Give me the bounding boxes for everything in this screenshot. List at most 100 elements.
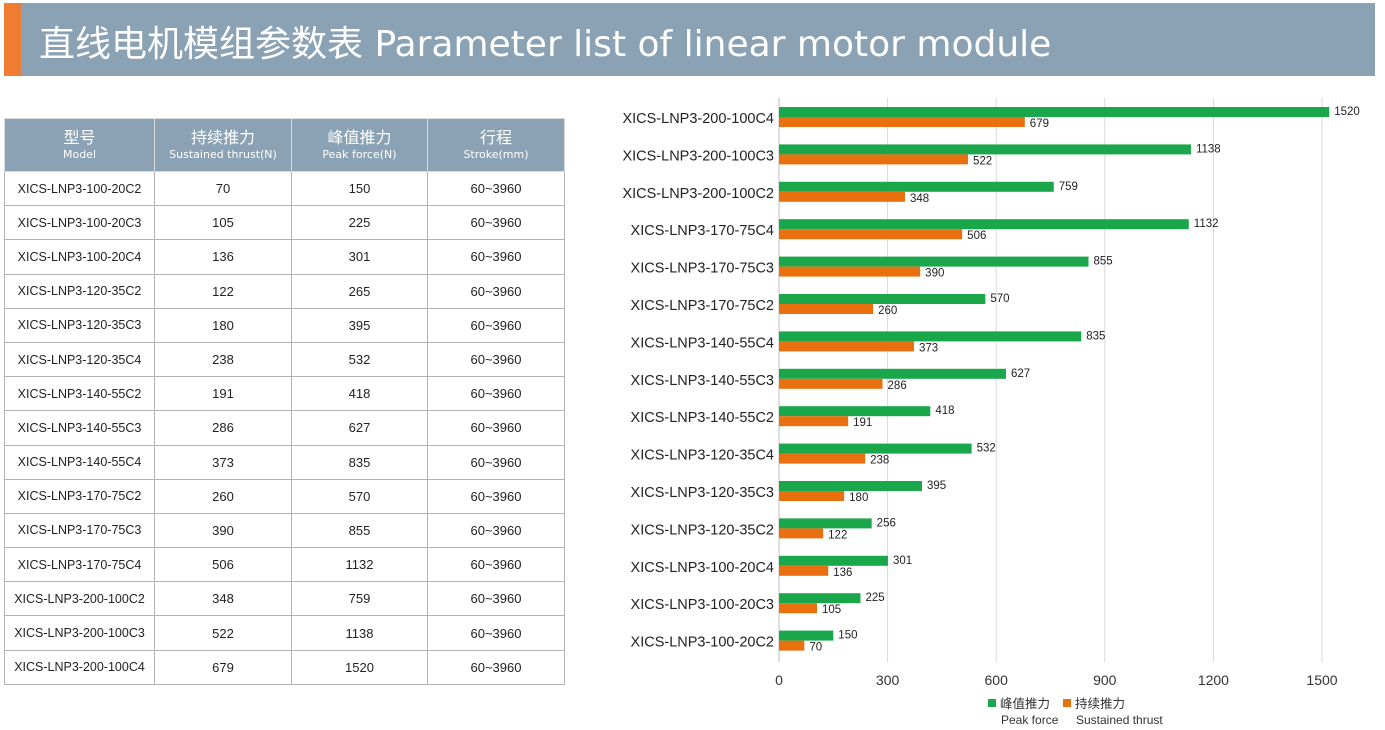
bar-sustained bbox=[779, 378, 883, 389]
header-sustained: 持续推力 Sustained thrust(N) bbox=[154, 118, 292, 172]
bar-sustained bbox=[779, 229, 963, 240]
header-model-en: Model bbox=[62, 148, 97, 161]
category-label: XICS-LNP3-140-55C4 bbox=[631, 335, 774, 351]
cell-sustained: 522 bbox=[154, 615, 292, 651]
cell-peak: 835 bbox=[291, 444, 428, 480]
cell-model: XICS-LNP3-100-20C3 bbox=[4, 205, 155, 241]
data-label-sustained: 390 bbox=[925, 268, 944, 280]
cell-sustained: 286 bbox=[154, 410, 292, 446]
data-label-sustained: 136 bbox=[833, 567, 852, 579]
data-label-sustained: 679 bbox=[1030, 118, 1049, 130]
table-row: XICS-LNP3-100-20C3 105 225 60~3960 bbox=[4, 205, 565, 241]
header-model: 型号 Model bbox=[4, 118, 155, 172]
cell-stroke: 60~3960 bbox=[427, 376, 565, 412]
bar-peak bbox=[779, 107, 1330, 117]
cell-sustained: 506 bbox=[154, 547, 292, 583]
cell-model: XICS-LNP3-170-75C3 bbox=[4, 512, 155, 549]
cell-sustained: 260 bbox=[154, 478, 292, 514]
data-label-sustained: 238 bbox=[870, 455, 889, 467]
bar-peak bbox=[779, 630, 834, 641]
cell-sustained: 238 bbox=[154, 341, 292, 378]
table-row: XICS-LNP3-200-100C4 679 1520 60~3960 bbox=[4, 649, 565, 685]
cell-stroke: 60~3960 bbox=[427, 273, 565, 309]
parameter-table: 型号 Model 持续推力 Sustained thrust(N) 峰值推力 P… bbox=[4, 118, 565, 685]
cell-peak: 395 bbox=[291, 307, 428, 343]
legend-label-sustained: 持续推力 bbox=[1075, 696, 1125, 711]
cell-model: XICS-LNP3-170-75C4 bbox=[4, 547, 155, 583]
table-row: XICS-LNP3-170-75C4 506 1132 60~3960 bbox=[4, 547, 565, 583]
x-tick-label: 1200 bbox=[1198, 672, 1229, 688]
data-label-sustained: 522 bbox=[973, 155, 992, 167]
table-row: XICS-LNP3-170-75C3 390 855 60~3960 bbox=[4, 512, 565, 549]
data-label-peak: 1520 bbox=[1334, 106, 1360, 118]
table-row: XICS-LNP3-100-20C4 136 301 60~3960 bbox=[4, 239, 565, 275]
data-label-sustained: 373 bbox=[919, 342, 938, 354]
cell-peak: 1138 bbox=[291, 615, 428, 651]
category-label: XICS-LNP3-200-100C3 bbox=[622, 148, 774, 164]
cell-model: XICS-LNP3-140-55C3 bbox=[4, 410, 155, 446]
cell-sustained: 122 bbox=[154, 273, 292, 309]
table-row: XICS-LNP3-100-20C2 70 150 60~3960 bbox=[4, 170, 565, 207]
category-label: XICS-LNP3-170-75C4 bbox=[631, 223, 774, 239]
table-row: XICS-LNP3-200-100C2 348 759 60~3960 bbox=[4, 581, 565, 617]
category-label: XICS-LNP3-100-20C2 bbox=[631, 635, 774, 651]
cell-sustained: 679 bbox=[154, 649, 292, 685]
bar-peak bbox=[779, 181, 1054, 192]
legend-label-peak-en: Peak force bbox=[1001, 713, 1059, 727]
bar-sustained bbox=[779, 453, 866, 464]
legend-label-sustained-en: Sustained thrust bbox=[1076, 713, 1163, 727]
cell-model: XICS-LNP3-100-20C4 bbox=[4, 239, 155, 275]
header-sustained-en: Sustained thrust(N) bbox=[169, 148, 277, 161]
bar-sustained bbox=[779, 416, 849, 427]
category-label: XICS-LNP3-120-35C3 bbox=[631, 485, 774, 501]
cell-peak: 265 bbox=[291, 273, 428, 309]
cell-peak: 570 bbox=[291, 478, 428, 514]
cell-stroke: 60~3960 bbox=[427, 581, 565, 617]
table-row: XICS-LNP3-120-35C4 238 532 60~3960 bbox=[4, 341, 565, 378]
bar-sustained bbox=[779, 304, 874, 314]
cell-stroke: 60~3960 bbox=[427, 307, 565, 343]
table-row: XICS-LNP3-200-100C3 522 1138 60~3960 bbox=[4, 615, 565, 651]
header-peak-cn: 峰值推力 bbox=[327, 128, 392, 147]
header-peak: 峰值推力 Peak force(N) bbox=[291, 118, 428, 172]
table-row: XICS-LNP3-120-35C2 122 265 60~3960 bbox=[4, 273, 565, 309]
cell-model: XICS-LNP3-170-75C2 bbox=[4, 478, 155, 514]
cell-model: XICS-LNP3-120-35C3 bbox=[4, 307, 155, 343]
cell-model: XICS-LNP3-200-100C3 bbox=[4, 615, 155, 651]
cell-peak: 627 bbox=[291, 410, 428, 446]
bar-sustained bbox=[779, 603, 818, 614]
thrust-bar-chart: 0 300 600 900 1200 1500 XICS-LNP3-200-100C4 152… bbox=[622, 98, 1360, 727]
cell-stroke: 60~3960 bbox=[427, 205, 565, 241]
bar-peak bbox=[779, 294, 986, 304]
cell-model: XICS-LNP3-120-35C4 bbox=[4, 341, 155, 378]
data-label-peak: 570 bbox=[990, 293, 1009, 305]
header-model-cn: 型号 bbox=[63, 128, 96, 147]
cell-sustained: 191 bbox=[154, 376, 292, 412]
x-tick-label: 900 bbox=[1093, 672, 1117, 688]
header-stroke: 行程 Stroke(mm) bbox=[427, 118, 565, 172]
table-header-row: 型号 Model 持续推力 Sustained thrust(N) 峰值推力 P… bbox=[4, 118, 565, 172]
cell-model: XICS-LNP3-140-55C4 bbox=[4, 444, 155, 480]
data-label-peak: 256 bbox=[877, 517, 896, 529]
bar-peak bbox=[779, 256, 1089, 267]
cell-peak: 150 bbox=[291, 170, 428, 207]
cell-peak: 759 bbox=[291, 581, 428, 617]
data-label-sustained: 122 bbox=[828, 529, 847, 541]
page-title: 直线电机模组参数表 Parameter list of linear motor… bbox=[39, 24, 1052, 65]
bar-sustained bbox=[779, 191, 905, 202]
data-label-peak: 418 bbox=[935, 405, 954, 417]
cell-stroke: 60~3960 bbox=[427, 444, 565, 480]
cell-peak: 418 bbox=[291, 376, 428, 412]
category-label: XICS-LNP3-120-35C4 bbox=[631, 448, 774, 464]
data-label-sustained: 260 bbox=[878, 305, 897, 317]
cell-model: XICS-LNP3-140-55C2 bbox=[4, 376, 155, 412]
cell-sustained: 373 bbox=[154, 444, 292, 480]
data-label-sustained: 348 bbox=[910, 193, 929, 205]
header-stroke-en: Stroke(mm) bbox=[463, 148, 529, 161]
header-peak-en: Peak force(N) bbox=[322, 148, 397, 161]
table-row: XICS-LNP3-140-55C4 373 835 60~3960 bbox=[4, 444, 565, 480]
x-tick-label: 0 bbox=[775, 672, 783, 688]
bar-sustained bbox=[779, 565, 829, 576]
x-tick-label: 1500 bbox=[1306, 672, 1337, 688]
cell-model: XICS-LNP3-120-35C2 bbox=[4, 273, 155, 309]
